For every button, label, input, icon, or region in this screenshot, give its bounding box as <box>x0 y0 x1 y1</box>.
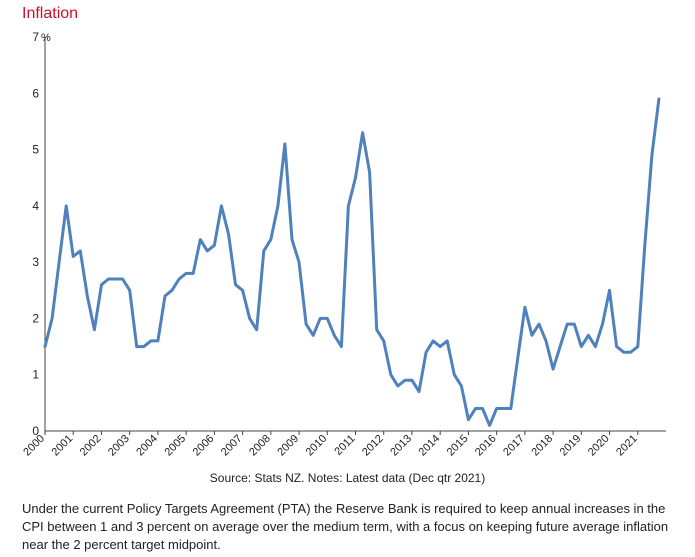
y-tick-label: 4 <box>32 199 39 213</box>
y-tick-label: 0 <box>32 424 39 438</box>
x-tick-label: 2003 <box>106 433 132 459</box>
x-tick-label: 2016 <box>473 433 499 459</box>
x-tick-label: 2015 <box>445 433 471 459</box>
x-tick-label: 2006 <box>191 433 217 459</box>
y-tick-label: 5 <box>32 143 39 157</box>
x-tick-label: 2014 <box>417 433 443 459</box>
y-tick-label: 3 <box>32 255 39 269</box>
x-tick-label: 2020 <box>586 433 612 459</box>
x-tick-label: 2019 <box>558 433 584 459</box>
chart-title: Inflation <box>22 5 79 22</box>
x-tick-labels: 2000 2001 2002 2003 2004 2005 2006 2007 2008 2009… <box>21 431 640 458</box>
x-tick-label: 2001 <box>50 433 76 459</box>
x-tick-label: 2012 <box>360 433 386 459</box>
x-tick-label: 2013 <box>388 433 414 459</box>
y-axis-unit-label: % <box>41 32 51 44</box>
x-tick-label: 2010 <box>304 433 330 459</box>
x-tick-label: 2002 <box>78 433 104 459</box>
x-tick-label: 2021 <box>614 433 640 459</box>
chart-axes <box>44 37 666 432</box>
y-tick-label: 2 <box>32 311 39 325</box>
x-tick-label: 2005 <box>162 433 188 459</box>
x-tick-label: 2004 <box>134 433 160 459</box>
x-tick-label: 2007 <box>219 433 245 459</box>
series-line-inflation <box>43 97 661 427</box>
y-tick-labels: 0 1 2 3 4 5 6 7% <box>32 30 51 438</box>
y-tick-label: 1 <box>32 368 39 382</box>
x-tick-label: 2017 <box>501 433 527 459</box>
x-tick-label: 2000 <box>21 433 47 459</box>
y-tick-label: 6 <box>32 86 39 100</box>
x-tick-label: 2018 <box>529 433 555 459</box>
pta-explanation-text: Under the current Policy Targets Agreeme… <box>22 501 669 552</box>
chart-source-note: Source: Stats NZ. Notes: Latest data (De… <box>209 471 486 485</box>
y-tick-label: 7 <box>32 30 39 44</box>
x-tick-label: 2009 <box>275 433 301 459</box>
x-tick-label: 2008 <box>247 433 273 459</box>
chart-series <box>43 97 661 427</box>
x-tick-label: 2011 <box>332 433 357 458</box>
